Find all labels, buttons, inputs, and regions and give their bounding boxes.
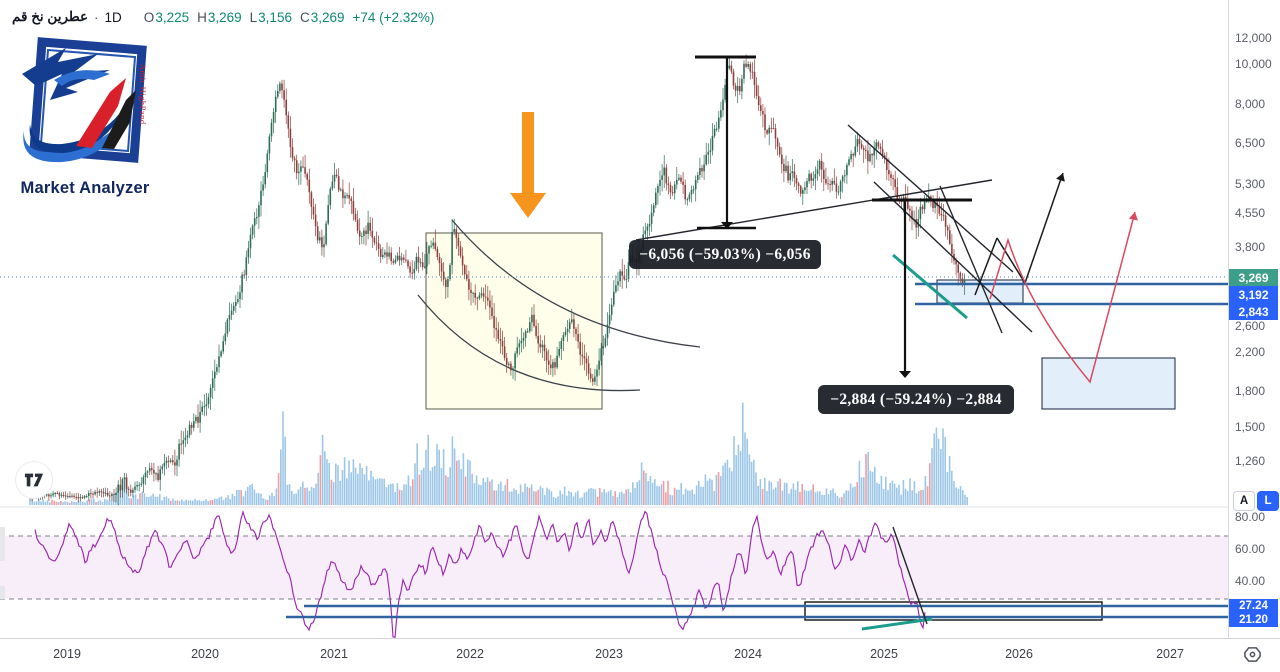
orange-down-arrow <box>510 112 546 218</box>
measure-tools <box>695 55 972 378</box>
auto-scale-button[interactable]: A <box>1233 491 1255 511</box>
volume-bars <box>29 402 968 505</box>
tradingview-watermark <box>15 461 53 499</box>
symbol-title[interactable]: عطرين نخ قم <box>12 9 89 24</box>
horizontal-levels <box>0 276 1228 619</box>
header-separator: · <box>94 9 99 25</box>
rsi-tick: 80.00 <box>1235 510 1266 524</box>
pane-separators <box>0 506 1228 599</box>
timeframe-label[interactable]: 1D <box>104 9 122 25</box>
year-tick: 2025 <box>870 647 898 661</box>
price-tick: 6,500 <box>1235 136 1266 150</box>
rsi-tick: 60.00 <box>1235 542 1266 556</box>
low-value: 3,156 <box>258 9 292 25</box>
measure-label-6056[interactable]: −6,056 (−59.03%) −6,056 <box>629 240 821 269</box>
drawing-boxes <box>425 232 1176 621</box>
time-axis[interactable]: 2019 2020 2021 2022 2023 2024 2025 2026 2027 <box>0 638 1280 672</box>
wedge-curves <box>417 219 701 392</box>
log-scale-button[interactable]: L <box>1257 491 1279 511</box>
wedge-upper-arc <box>451 219 701 348</box>
rsi-accumulation-box <box>804 601 1103 621</box>
measure-label-2884[interactable]: −2,884 (−59.24%) −2,884 <box>818 385 1014 414</box>
price-tick: 1,500 <box>1235 420 1266 434</box>
price-tick: 10,000 <box>1235 57 1272 71</box>
price-tick: 8,000 <box>1235 97 1266 111</box>
axis-settings-icon[interactable] <box>1243 645 1262 664</box>
year-tick: 2022 <box>456 647 484 661</box>
year-tick: 2026 <box>1005 647 1033 661</box>
price-tick: 4,550 <box>1235 206 1266 220</box>
tradingview-logo-icon <box>24 473 44 487</box>
rsi-tick: 40.00 <box>1235 574 1266 588</box>
price-tick: 12,000 <box>1235 31 1272 45</box>
rsi-line <box>34 510 926 638</box>
yellow-consolidation-box <box>425 232 603 410</box>
level-price-label: 2,843 <box>1229 303 1278 320</box>
low-label: L <box>249 9 258 25</box>
change-value: +74 (+2.32%) <box>352 9 435 25</box>
high-value: 3,269 <box>207 9 242 25</box>
year-tick: 2023 <box>595 647 623 661</box>
red-projection <box>989 211 1138 384</box>
target-zone-box <box>1041 357 1176 410</box>
price-tick: 3,800 <box>1235 240 1266 254</box>
year-tick: 2019 <box>53 647 81 661</box>
year-tick: 2024 <box>734 647 762 661</box>
price-tick: 2,600 <box>1235 319 1266 333</box>
rsi-value-label: 21.20 <box>1229 613 1278 627</box>
last-price-label: 3,269 <box>1229 269 1278 286</box>
year-tick: 2027 <box>1156 647 1184 661</box>
year-tick: 2020 <box>191 647 219 661</box>
open-label: O <box>143 9 155 25</box>
high-label: H <box>197 9 207 25</box>
logo-byline: Amir HighPand <box>138 64 148 125</box>
rsi-value-label: 27.24 <box>1229 599 1278 613</box>
open-value: 3,225 <box>155 9 190 25</box>
candles <box>29 54 966 506</box>
brand-logo-graphic <box>22 37 147 163</box>
rsi-band <box>0 535 1228 600</box>
level-price-label: 3,192 <box>1229 286 1278 303</box>
wedge-lower-arc <box>417 294 641 392</box>
close-value: 3,269 <box>310 9 345 25</box>
black-projection <box>974 172 1065 296</box>
brand-logo: Amir HighPand Market Analyzer <box>14 36 156 198</box>
close-label: C <box>299 9 310 25</box>
price-tick: 1,800 <box>1235 384 1266 398</box>
price-tick: 1,260 <box>1235 454 1266 468</box>
price-tick: 2,200 <box>1235 345 1266 359</box>
price-tick: 5,300 <box>1235 177 1266 191</box>
year-tick: 2021 <box>320 647 348 661</box>
symbol-header: عطرين نخ قم · 1D O 3,225 H 3,269 L 3,156… <box>12 7 434 27</box>
logo-caption: Market Analyzer <box>20 179 150 197</box>
